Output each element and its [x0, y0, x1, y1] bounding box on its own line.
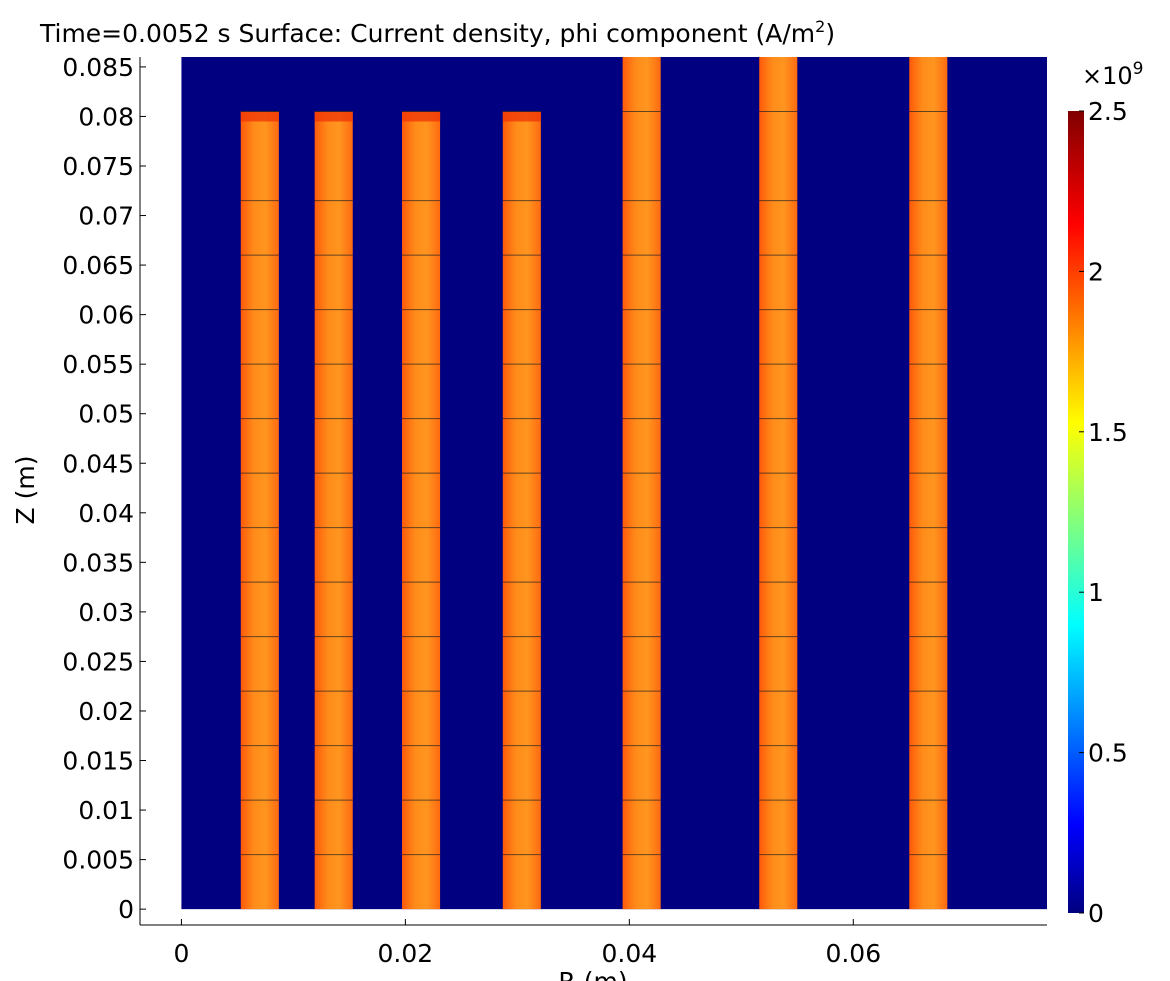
colorbar-gradient — [1068, 111, 1084, 913]
y-tick-label: 0.05 — [78, 400, 134, 429]
conductor-bar-7 — [909, 57, 948, 910]
y-tick-label: 0.07 — [78, 202, 134, 231]
y-tick-label: 0.065 — [62, 251, 134, 280]
plot-area — [181, 57, 1048, 910]
x-ticks: 0 0.02 0.04 0.06 — [173, 919, 881, 968]
conductor-top-edge — [402, 111, 441, 122]
conductor-bar-3 — [402, 111, 441, 910]
colorbar-ticks: 0 0.5 1 1.5 2 2.5 — [1079, 97, 1128, 928]
y-tick-label: 0.06 — [78, 301, 134, 330]
y-axis-label: Z (m) — [11, 456, 40, 525]
conductor-top-edge — [240, 111, 279, 122]
conductor-bars — [240, 57, 948, 910]
y-tick-label: 0.085 — [62, 53, 134, 82]
conductor-bar-6 — [759, 57, 798, 910]
y-tick-label: 0.03 — [78, 598, 134, 627]
colorbar-tick-label: 1.5 — [1088, 418, 1128, 447]
conductor-bar-5 — [622, 57, 661, 910]
y-tick-label: 0.02 — [78, 697, 134, 726]
x-axis-label: R (m) — [558, 967, 627, 981]
conductor-bar-1 — [240, 111, 279, 910]
y-tick-label: 0 — [118, 895, 134, 924]
conductor-bar-4 — [502, 111, 541, 910]
x-tick-label: 0.04 — [601, 939, 657, 968]
conductor-top-edge — [314, 111, 353, 122]
y-tick-label: 0.055 — [62, 350, 134, 379]
y-tick-label: 0.025 — [62, 647, 134, 676]
x-tick-label: 0 — [173, 939, 189, 968]
chart-title: Time=0.0052 s Surface: Current density, … — [39, 17, 835, 48]
conductor-bar-2 — [314, 111, 353, 910]
mesh-lines — [240, 110, 948, 856]
colorbar-tick-label: 0.5 — [1088, 739, 1128, 768]
colorbar: ×109 0 0.5 1 1.5 2 2.5 — [1068, 59, 1143, 928]
y-tick-label: 0.04 — [78, 499, 134, 528]
colorbar-exponent: ×109 — [1082, 59, 1143, 90]
y-tick-label: 0.005 — [62, 846, 134, 875]
y-tick-label: 0.075 — [62, 152, 134, 181]
y-tick-label: 0.015 — [62, 747, 134, 776]
x-tick-label: 0.02 — [378, 939, 434, 968]
y-tick-label: 0.08 — [78, 102, 134, 131]
x-tick-label: 0.06 — [825, 939, 881, 968]
colorbar-tick-label: 0 — [1088, 899, 1104, 928]
colorbar-tick-label: 2.5 — [1088, 97, 1128, 126]
y-tick-label: 0.035 — [62, 548, 134, 577]
colorbar-tick-label: 2 — [1088, 257, 1104, 286]
y-ticks: 0 0.005 0.01 0.015 0.02 0.025 0.03 0.035 0.04 0.0… — [62, 53, 146, 924]
y-tick-label: 0.045 — [62, 449, 134, 478]
axes-frame — [139, 57, 1047, 926]
conductor-top-edge — [502, 111, 541, 122]
y-tick-label: 0.01 — [78, 796, 134, 825]
colorbar-tick-label: 1 — [1088, 578, 1104, 607]
